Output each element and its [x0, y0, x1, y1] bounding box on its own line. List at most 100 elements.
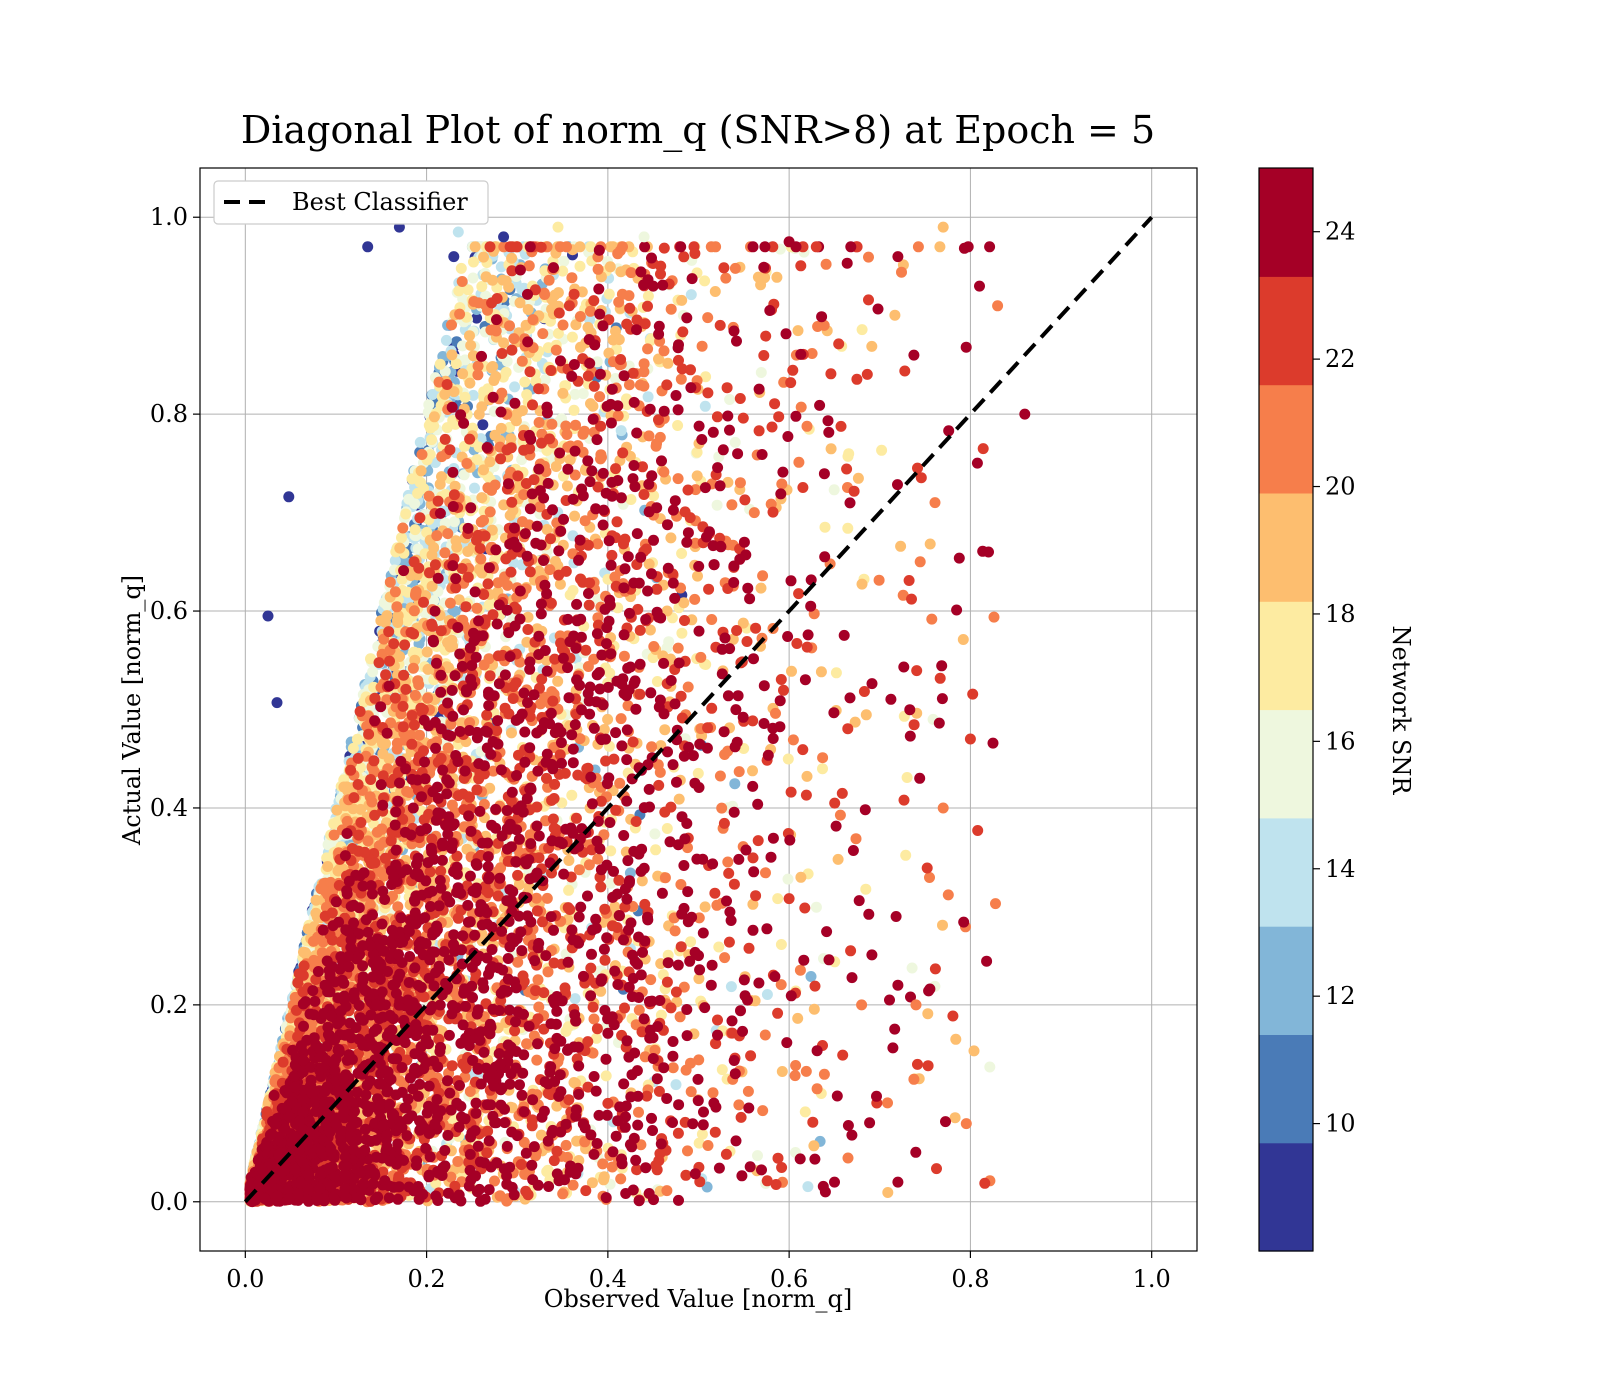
scatter-point	[478, 251, 489, 263]
scatter-point	[439, 388, 451, 400]
scatter-point	[876, 444, 888, 456]
scatter-point	[615, 266, 627, 278]
scatter-point	[757, 570, 769, 582]
scatter-point	[600, 1070, 612, 1082]
scatter-point	[454, 308, 466, 320]
scatter-point	[949, 1112, 961, 1124]
scatter-point	[808, 1003, 820, 1015]
scatter-point	[661, 1185, 673, 1197]
scatter-point	[459, 391, 471, 403]
scatter-point	[439, 547, 451, 559]
scatter-point	[685, 1086, 697, 1098]
scatter-point	[842, 450, 854, 462]
scatter-point	[720, 272, 732, 284]
scatter-point	[642, 391, 654, 403]
scatter-point	[856, 578, 868, 590]
scatter-point	[506, 727, 517, 739]
scatter-point	[842, 522, 854, 534]
scatter-point	[568, 1077, 580, 1088]
scatter-point	[307, 935, 319, 947]
scatter-point	[527, 314, 539, 326]
scatter-point	[755, 582, 767, 594]
scatter-point	[799, 1106, 811, 1118]
scatter-point	[299, 947, 311, 959]
scatter-point	[389, 586, 401, 598]
scatter-point	[782, 873, 794, 885]
scatter-point	[455, 262, 467, 274]
scatter-point	[521, 1038, 533, 1050]
scatter-point	[552, 675, 564, 687]
scatter-point	[471, 312, 483, 324]
scatter-point	[569, 388, 581, 400]
scatter-point	[772, 893, 784, 905]
scatter-point	[602, 713, 614, 725]
scatter-point	[729, 262, 741, 274]
scatter-point	[431, 530, 443, 542]
scatter-point	[702, 312, 714, 324]
scatter-point	[832, 853, 844, 865]
scatter-point	[651, 676, 663, 687]
scatter-point	[795, 871, 807, 883]
scatter-point	[592, 263, 604, 275]
scatter-point	[775, 939, 787, 950]
scatter-point	[566, 272, 578, 284]
scatter-point	[604, 261, 616, 273]
scatter-point	[615, 713, 627, 725]
scatter-point	[409, 689, 421, 701]
scatter-point	[377, 738, 388, 749]
scatter-point	[500, 275, 512, 287]
scatter-point	[676, 548, 688, 559]
scatter-point	[761, 989, 773, 1000]
scatter-point	[610, 373, 621, 384]
scatter-point	[409, 498, 421, 510]
scatter-point	[400, 508, 412, 520]
scatter-point	[444, 597, 456, 609]
scatter-point	[560, 420, 572, 432]
scatter-point	[464, 330, 475, 342]
scatter-point	[446, 349, 458, 361]
scatter-point	[423, 399, 435, 411]
scatter-point	[929, 497, 941, 509]
scatter-point	[709, 286, 721, 297]
scatter-point	[587, 400, 599, 412]
scatter-point	[569, 510, 581, 522]
scatter-point	[793, 456, 805, 468]
scatter-point	[560, 1025, 572, 1037]
scatter-point	[650, 440, 662, 452]
scatter-point	[646, 741, 658, 753]
scatter-point	[557, 319, 569, 331]
scatter-point	[699, 400, 711, 412]
scatter-point	[672, 420, 684, 431]
scatter-point	[396, 532, 407, 544]
scatter-point	[729, 436, 741, 448]
scatter-point	[856, 324, 868, 336]
scatter-point	[426, 434, 438, 446]
scatter-point	[397, 522, 409, 534]
scatter-point	[866, 340, 878, 352]
scatter-point	[794, 964, 806, 976]
scatter-point	[984, 1061, 996, 1073]
scatter-point	[852, 472, 864, 484]
scatter-point	[889, 309, 901, 321]
scatter-point	[514, 297, 526, 309]
scatter-point	[447, 606, 459, 618]
scatter-point	[457, 340, 468, 352]
scatter-point	[811, 1083, 823, 1095]
scatter-point	[771, 271, 783, 283]
scatter-point	[726, 499, 738, 511]
scatter-point	[537, 328, 549, 340]
scatter-point	[566, 331, 578, 343]
scatter-point	[695, 651, 707, 663]
scatter-point	[922, 1008, 934, 1020]
scatter-point	[934, 241, 946, 253]
scatter-point	[901, 772, 913, 783]
scatter-point	[725, 981, 737, 993]
scatter-point	[802, 1181, 814, 1193]
scatter-point	[436, 471, 447, 483]
scatter-point	[960, 1118, 972, 1130]
scatter-point	[625, 494, 637, 505]
scatter-point	[801, 420, 813, 432]
scatter-point	[685, 936, 697, 948]
scatter-point	[392, 614, 403, 626]
scatter-point	[598, 1171, 610, 1183]
